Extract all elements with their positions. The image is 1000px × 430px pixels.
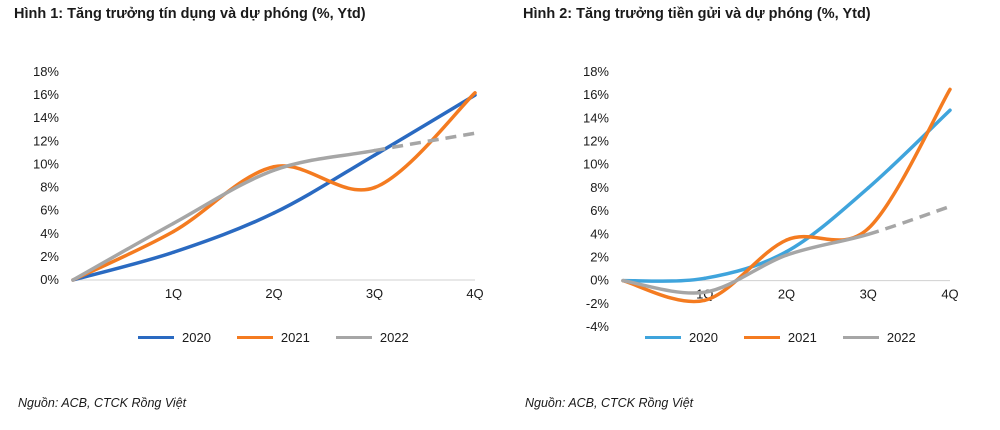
y-tick-label: 8% <box>40 180 59 195</box>
legend-item-2022: 2022 <box>335 330 409 345</box>
x-tick-label: 4Q <box>941 287 958 302</box>
x-tick-label: 3Q <box>860 287 877 302</box>
legend-item-2022: 2022 <box>842 330 916 345</box>
x-tick-label: 2Q <box>265 286 282 300</box>
series-line-2020 <box>866 108 952 190</box>
y-tick-label: -2% <box>586 296 610 311</box>
series-forecast-2022 <box>374 131 476 153</box>
y-tick-label: 8% <box>590 180 609 195</box>
y-tick-label: 0% <box>40 272 59 287</box>
legend-label: 2022 <box>886 330 916 345</box>
y-tick-label: 6% <box>40 203 59 218</box>
y-tick-label: 16% <box>33 87 59 102</box>
legend-swatch <box>138 336 174 339</box>
y-tick-label: 12% <box>583 134 609 149</box>
chart-legend: 2020 2021 2022 <box>645 330 942 345</box>
series-line-2022 <box>171 168 276 226</box>
y-tick-label: 14% <box>583 110 609 125</box>
deposit-growth-chart: -4%-2%0%2%4%6%8%10%12%14%16%18%1Q 2Q 3Q 4Q <box>583 64 959 334</box>
chart-title: Hình 2: Tăng trưởng tiền gửi và dự phóng… <box>523 6 871 22</box>
legend-label: 2020 <box>182 330 211 345</box>
legend-label: 2022 <box>379 330 409 345</box>
series-line-2022 <box>621 278 707 295</box>
y-tick-label: 2% <box>40 249 59 264</box>
source-note: Nguồn: ACB, CTCK Rồng Việt <box>525 396 694 410</box>
legend-swatch <box>842 336 879 339</box>
legend-item-2021: 2021 <box>743 330 817 345</box>
series-line-2022 <box>272 148 377 172</box>
series-line-2022 <box>71 221 176 282</box>
source-note: Nguồn: ACB, CTCK Rồng Việt <box>18 396 187 410</box>
y-tick-label: 4% <box>590 226 609 241</box>
series-line-2022 <box>703 253 789 294</box>
chart-panel-deposit: Hình 2: Tăng trưởng tiền gửi và dự phóng… <box>505 0 995 430</box>
y-tick-label: -4% <box>586 319 610 334</box>
series-line-2021 <box>703 238 789 303</box>
y-tick-label: 10% <box>583 157 609 172</box>
y-tick-label: 10% <box>33 156 59 171</box>
series-line-2020 <box>272 153 377 215</box>
series-line-2020 <box>703 249 789 281</box>
legend-swatch <box>236 336 273 339</box>
legend-label: 2020 <box>689 330 718 345</box>
credit-growth-chart: 0% 2% 4% 6% 8% 10% 12% 14% 16% 18% 1Q 2Q 3Q 4Q <box>33 64 484 300</box>
legend-swatch <box>645 336 681 339</box>
y-tick-label: 4% <box>40 226 59 241</box>
series-forecast-2022 <box>867 204 951 236</box>
y-tick-label: 18% <box>33 64 59 79</box>
y-tick-label: 18% <box>583 64 609 79</box>
series-line-2020 <box>171 211 276 255</box>
legend-item-2020: 2020 <box>645 330 718 345</box>
legend-label: 2021 <box>787 330 817 345</box>
y-tick-label: 2% <box>590 249 609 264</box>
y-tick-label: 16% <box>583 87 609 102</box>
series-line-2021 <box>784 226 870 242</box>
legend-label: 2021 <box>280 330 310 345</box>
x-tick-label: 2Q <box>778 287 795 302</box>
y-tick-label: 14% <box>33 110 59 125</box>
legend-swatch <box>743 336 780 339</box>
y-tick-label: 12% <box>33 133 59 148</box>
x-tick-label: 1Q <box>165 286 182 300</box>
chart-title: Hình 1: Tăng trưởng tín dụng và dự phóng… <box>14 6 366 22</box>
x-tick-label: 3Q <box>366 286 383 300</box>
y-tick-label: 6% <box>590 203 609 218</box>
y-tick-label: 0% <box>590 273 609 288</box>
series-line-2022 <box>784 232 870 257</box>
legend-swatch <box>335 336 372 339</box>
series-line-2021 <box>372 91 477 190</box>
legend-item-2020: 2020 <box>138 330 211 345</box>
chart-legend: 2020 2021 2022 <box>138 330 435 345</box>
series-line-2020 <box>621 276 707 283</box>
chart-panel-credit: Hình 1: Tăng trưởng tín dụng và dự phóng… <box>0 0 490 430</box>
x-tick-label: 4Q <box>466 286 483 300</box>
series-line-2021 <box>866 87 952 231</box>
legend-item-2021: 2021 <box>236 330 310 345</box>
series-line-2020 <box>784 186 870 254</box>
